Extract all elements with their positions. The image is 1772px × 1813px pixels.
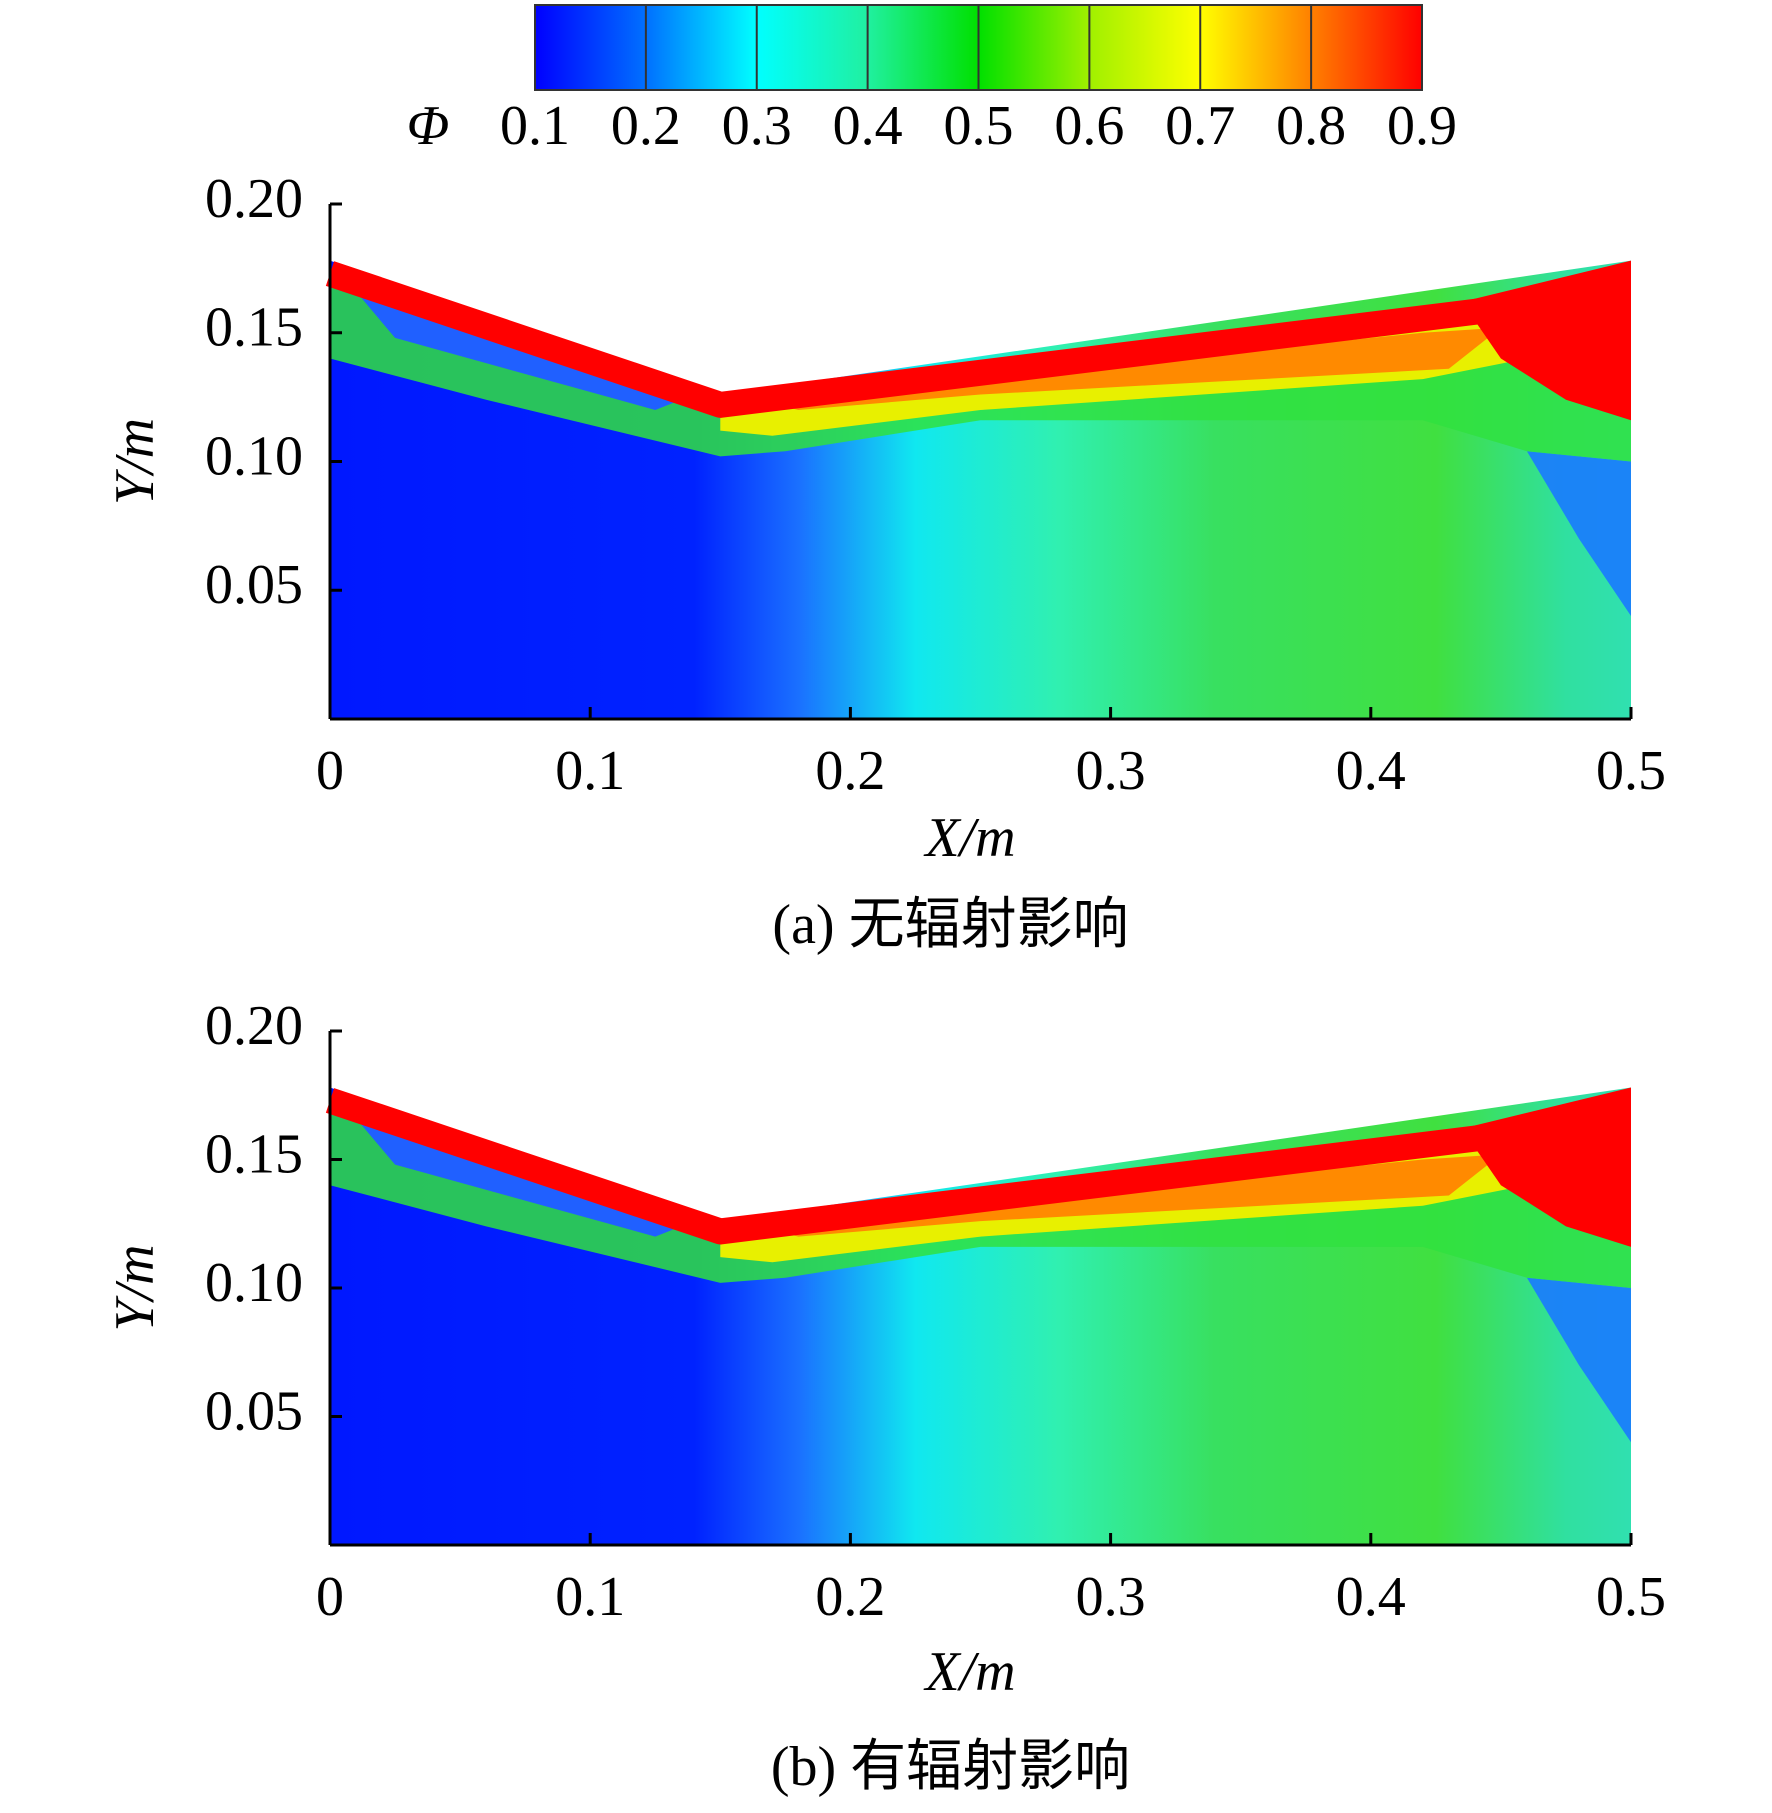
x-tick-label: 0.5 bbox=[1596, 740, 1666, 802]
field-green-band bbox=[330, 1102, 1631, 1288]
field-red-layer bbox=[325, 261, 1516, 418]
x-tick-label: 0 bbox=[316, 1566, 344, 1628]
x-tick-label: 0.2 bbox=[815, 1566, 885, 1628]
y-tick-label: 0.10 bbox=[205, 1252, 303, 1314]
field-blue-wedge bbox=[1526, 1277, 1631, 1443]
x-tick-label: 0.3 bbox=[1076, 1566, 1146, 1628]
x-tick-label: 0.2 bbox=[815, 740, 885, 802]
y-tick-label: 0.20 bbox=[205, 168, 303, 230]
colorbar-tick-label: 0.8 bbox=[1276, 95, 1346, 157]
colorbar-tick-label: 0.3 bbox=[722, 95, 792, 157]
x-tick-label: 0 bbox=[316, 740, 344, 802]
y-tick-label: 0.10 bbox=[205, 425, 303, 487]
y-tick-label: 0.05 bbox=[205, 1380, 303, 1442]
y-tick-label: 0.15 bbox=[205, 297, 303, 359]
x-tick-label: 0.1 bbox=[555, 740, 625, 802]
y-tick-label: 0.20 bbox=[205, 995, 303, 1057]
x-axis-label: X/m bbox=[923, 1641, 1015, 1703]
contour-field bbox=[325, 1087, 1631, 1545]
colorbar-tick-label: 0.4 bbox=[833, 95, 903, 157]
colorbar-tick-label: 0.6 bbox=[1054, 95, 1124, 157]
colorbar-tick-label: 0.7 bbox=[1165, 95, 1235, 157]
colorbar-tick-label: 0.9 bbox=[1387, 95, 1457, 157]
x-tick-label: 0.1 bbox=[555, 1566, 625, 1628]
x-tick-label: 0.3 bbox=[1076, 740, 1146, 802]
y-axis-label: Y/m bbox=[104, 1244, 166, 1331]
panel-caption: (a) 无辐射影响 bbox=[772, 894, 1128, 956]
x-axis-label: X/m bbox=[923, 807, 1015, 869]
field-red-layer bbox=[325, 1088, 1516, 1245]
field-blue-wedge bbox=[1526, 451, 1631, 616]
y-tick-label: 0.05 bbox=[205, 554, 303, 616]
x-tick-label: 0.4 bbox=[1336, 1566, 1406, 1628]
colorbar-label: Φ bbox=[407, 95, 450, 157]
colorbar-tick-label: 0.1 bbox=[500, 95, 570, 157]
colorbar-tick-label: 0.2 bbox=[611, 95, 681, 157]
y-axis-label: Y/m bbox=[104, 418, 166, 505]
contour-field bbox=[325, 260, 1631, 719]
panel-caption: (b) 有辐射影响 bbox=[771, 1736, 1130, 1798]
x-tick-label: 0.4 bbox=[1336, 740, 1406, 802]
field-green-band bbox=[330, 276, 1631, 462]
x-tick-label: 0.5 bbox=[1596, 1566, 1666, 1628]
colorbar-tick-label: 0.5 bbox=[944, 95, 1014, 157]
y-tick-label: 0.15 bbox=[205, 1123, 303, 1185]
